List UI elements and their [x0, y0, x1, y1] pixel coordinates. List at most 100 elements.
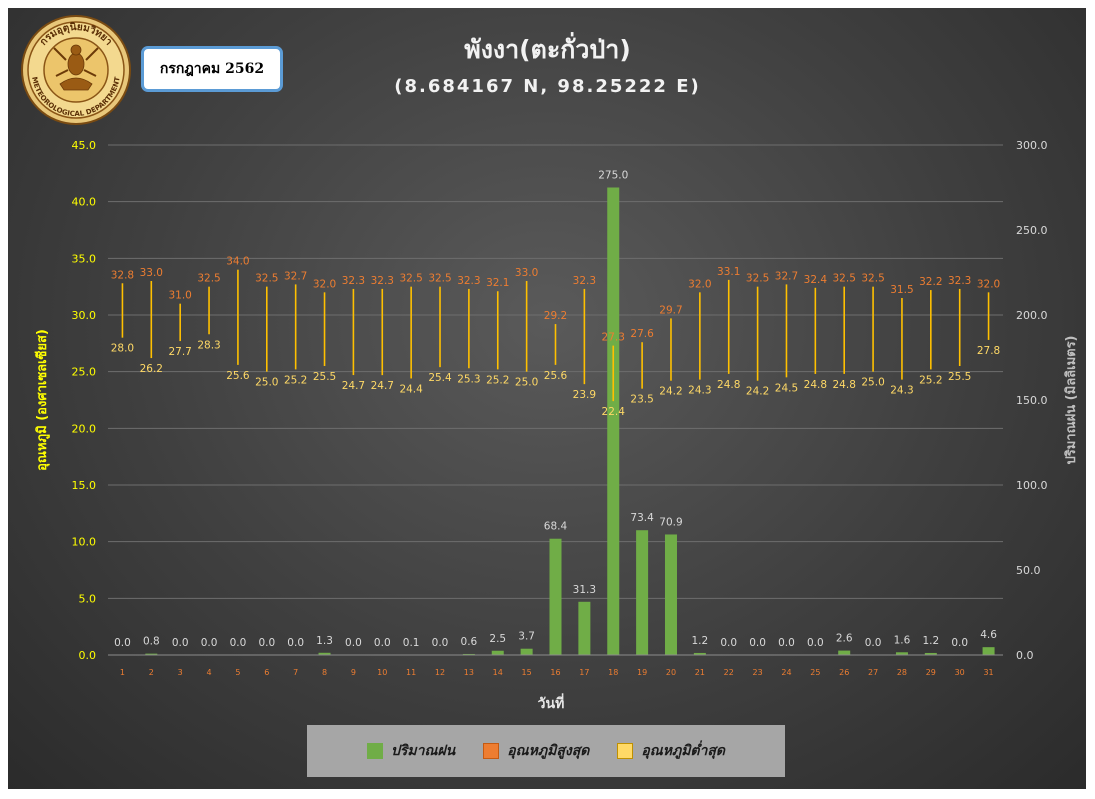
rain-data-label: 1.6: [894, 634, 911, 646]
min-temp-label: 25.5: [313, 371, 336, 383]
rain-data-label: 0.0: [230, 637, 247, 649]
max-temp-label: 27.6: [630, 328, 654, 340]
y-right-axis-title: ปริมาณฝน (มิลลิเมตร): [1064, 335, 1079, 464]
y-right-tick-label: 0.0: [1016, 649, 1034, 662]
x-tick-label: 8: [322, 668, 327, 677]
rain-data-label: 0.0: [778, 637, 795, 649]
y-left-tick-label: 25.0: [72, 366, 97, 379]
rain-bar: [578, 601, 591, 655]
y-left-tick-label: 30.0: [72, 309, 97, 322]
x-tick-label: 31: [983, 668, 993, 677]
x-tick-label: 19: [637, 668, 647, 677]
y-left-axis-title: อุณหภูมิ (องศาเซลเซียส): [34, 329, 50, 471]
max-temp-label: 32.4: [804, 274, 828, 286]
rain-bar: [924, 652, 937, 655]
max-temp-label: 32.5: [399, 273, 422, 285]
max-temp-label: 32.3: [342, 275, 365, 287]
min-temp-label: 25.2: [486, 374, 509, 386]
rain-bar: [145, 653, 158, 655]
rain-data-label: 31.3: [573, 584, 596, 596]
x-tick-label: 13: [464, 668, 474, 677]
legend-item-max-temp: อุณหภูมิสูงสุด: [483, 740, 589, 762]
min-temp-label: 24.7: [371, 380, 394, 392]
data-labels: 0.0 0.8 0.0 0.0 0.0 0.0 0.0 1.3 0.0 0.0 0.1 0.0 0.6 2…: [111, 170, 1001, 650]
rain-data-label: 0.0: [172, 637, 189, 649]
min-temp-label: 27.8: [977, 345, 1000, 357]
max-temp-label: 29.7: [659, 304, 682, 316]
max-temp-label: 32.0: [688, 278, 711, 290]
rain-data-label: 0.0: [749, 637, 766, 649]
rain-data-label: 2.5: [489, 633, 506, 645]
min-temp-label: 28.3: [197, 339, 220, 351]
max-temp-label: 32.0: [313, 278, 336, 290]
min-temp-label: 24.4: [399, 383, 423, 395]
rain-data-label: 0.1: [403, 637, 420, 649]
x-tick-label: 2: [149, 668, 154, 677]
min-temp-label: 24.5: [775, 382, 798, 394]
max-temp-label: 32.3: [371, 275, 394, 287]
rain-bar: [607, 187, 620, 655]
min-temp-label: 27.7: [168, 346, 191, 358]
rain-bar: [982, 647, 995, 655]
y-left-tick-label: 45.0: [72, 139, 97, 152]
y-left-tick-label: 0.0: [79, 649, 97, 662]
rain-bar: [693, 652, 706, 655]
min-temp-label: 25.0: [861, 377, 884, 389]
chart-subtitle: (8.684167 N, 98.25222 E): [394, 76, 701, 97]
temperature-ranges: [121, 269, 990, 402]
legend-item-min-temp: อุณหภูมิต่ำสุด: [617, 740, 725, 762]
min-temp-label: 25.3: [457, 373, 480, 385]
min-temp-label: 25.0: [515, 377, 538, 389]
x-tick-label: 12: [435, 668, 445, 677]
axes: 0.05.010.015.020.025.030.035.040.045.00.…: [34, 139, 1079, 712]
max-temp-label: 32.3: [573, 275, 596, 287]
x-tick-label: 21: [695, 668, 705, 677]
y-right-tick-label: 50.0: [1016, 564, 1041, 577]
x-tick-label: 20: [666, 668, 676, 677]
y-left-tick-label: 15.0: [72, 479, 97, 492]
x-tick-label: 17: [579, 668, 589, 677]
rain-data-label: 0.0: [258, 637, 275, 649]
rain-bar: [664, 534, 677, 655]
max-temp-label: 32.3: [948, 275, 971, 287]
y-right-tick-label: 300.0: [1016, 139, 1048, 152]
x-tick-label: 26: [839, 668, 849, 677]
max-temp-label: 27.3: [602, 332, 625, 344]
max-temp-label: 32.1: [486, 277, 509, 289]
x-tick-label: 14: [493, 668, 503, 677]
rain-data-label: 1.2: [922, 635, 939, 647]
x-tick-label: 9: [351, 668, 356, 677]
x-tick-label: 6: [264, 668, 269, 677]
meteorological-department-logo-icon: กรมอุตุนิยมวิทยา METEOROLOGICAL DEPARTME…: [21, 15, 131, 125]
rain-data-label: 1.3: [316, 635, 333, 647]
min-temp-label: 25.2: [919, 374, 942, 386]
x-tick-label: 10: [377, 668, 387, 677]
min-temp-label: 25.0: [255, 377, 278, 389]
x-tick-label: 22: [724, 668, 734, 677]
rain-data-label: 68.4: [544, 521, 568, 533]
y-right-tick-label: 250.0: [1016, 224, 1048, 237]
legend-label-min-temp: อุณหภูมิต่ำสุด: [641, 743, 726, 759]
rain-data-label: 4.6: [980, 629, 997, 641]
max-temp-label: 32.8: [111, 269, 134, 281]
max-temp-label: 33.0: [140, 267, 163, 279]
y-right-tick-label: 200.0: [1016, 309, 1048, 322]
min-temp-label: 25.2: [284, 374, 307, 386]
chart-title: พังงา(ตะกั่วป่า): [464, 35, 631, 64]
min-temp-label: 22.4: [602, 406, 626, 418]
rain-bar: [462, 653, 475, 655]
x-tick-label: 27: [868, 668, 878, 677]
x-tick-label: 16: [550, 668, 560, 677]
rain-data-label: 0.0: [287, 637, 304, 649]
rain-bar: [491, 650, 504, 655]
legend-swatch-rain: [366, 743, 383, 759]
x-tick-label: 11: [406, 668, 416, 677]
min-temp-label: 24.3: [688, 385, 711, 397]
max-temp-label: 32.5: [428, 273, 451, 285]
legend-swatch-max-temp: [483, 743, 500, 759]
max-temp-label: 32.0: [977, 278, 1000, 290]
legend-label-max-temp: อุณหภูมิสูงสุด: [507, 743, 590, 759]
min-temp-label: 23.5: [630, 394, 653, 406]
month-label-box: กรกฎาคม 2562: [141, 46, 283, 92]
max-temp-label: 32.7: [775, 270, 798, 282]
